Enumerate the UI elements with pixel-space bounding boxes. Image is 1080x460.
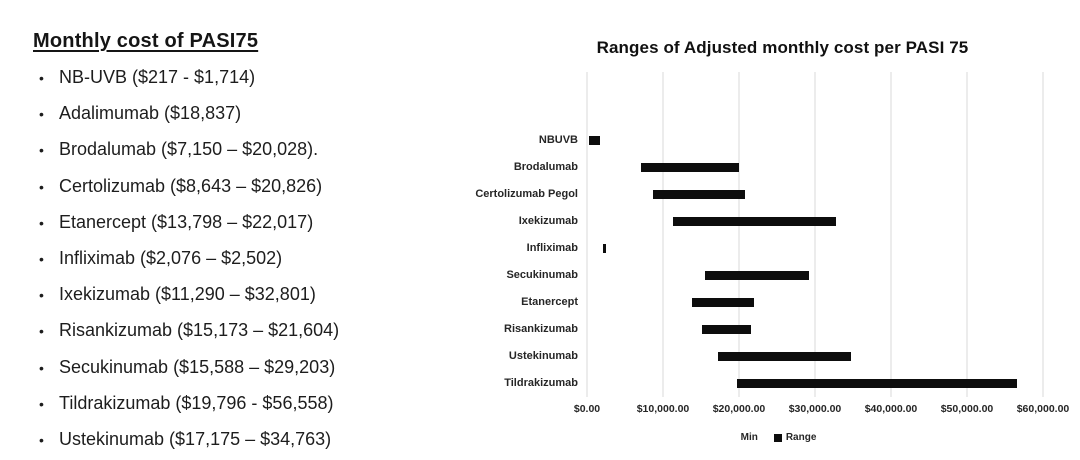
x-axis-tick-label: $0.00 [573, 403, 601, 415]
bullet-icon: • [39, 106, 44, 123]
list-item-text: Tildrakizumab ($19,796 - $56,558) [59, 392, 334, 413]
chart-row: NBUVB [539, 127, 1043, 154]
cost-list-panel: Monthly cost of PASI75 • NB-UVB ($217 - $… [33, 30, 473, 460]
bullet-icon: • [39, 323, 44, 340]
chart-row: Risankizumab [504, 316, 1043, 343]
category-label: Certolizumab Pegol [475, 188, 578, 200]
range-bar [588, 136, 601, 145]
bullet-icon: • [39, 359, 44, 376]
gridline [814, 72, 816, 397]
x-axis-tick-label: $40,000.00 [864, 403, 918, 415]
list-item-text: Etanercept ($13,798 – $22,017) [59, 211, 314, 232]
x-axis-tick-label: $10,000.00 [636, 403, 690, 415]
bullet-icon: • [39, 287, 44, 304]
chart-row: Tildrakizumab [504, 370, 1043, 397]
legend-label: Range [785, 432, 817, 443]
range-chart: Ranges of Adjusted monthly cost per PASI… [475, 28, 1069, 456]
list-item: • Ixekizumab ($11,290 – $32,801) [33, 283, 473, 306]
chart-row: Ustekinumab [509, 343, 1043, 370]
chart-row: Certolizumab Pegol [475, 181, 1043, 208]
gridline [890, 72, 892, 397]
category-label: NBUVB [538, 134, 578, 146]
list-item: • Ustekinumab ($17,175 – $34,763) [33, 428, 473, 451]
bullet-icon: • [39, 214, 44, 231]
category-label: Brodalumab [513, 161, 578, 173]
list-item-text: Brodalumab ($7,150 – $20,028). [59, 139, 319, 160]
list-item-text: Secukinumab ($15,588 – $29,203) [59, 356, 336, 377]
gridline [586, 72, 588, 397]
range-bar [737, 379, 1017, 388]
category-label: Infliximab [526, 242, 578, 254]
bullet-icon: • [39, 250, 44, 267]
x-axis-tick-label: $50,000.00 [940, 403, 994, 415]
range-bar [641, 163, 740, 172]
bullet-icon: • [39, 142, 44, 159]
plot-area: $0.00 $10,000.00 $20,000.00 $30,000.00 $40,0… [475, 72, 1069, 415]
x-axis-tick-label: $30,000.00 [788, 403, 842, 415]
range-bar [691, 298, 755, 307]
list-item-text: NB-UVB ($217 - $1,714) [59, 67, 256, 87]
list-item-text: Ustekinumab ($17,175 – $34,763) [59, 428, 332, 449]
list-item-text: Risankizumab ($15,173 – $21,604) [59, 320, 340, 341]
gridline [966, 72, 968, 397]
gridline [1042, 72, 1044, 397]
chart-rows: NBUVB Brodalumab Certolizumab Pegol Ixekizu… [475, 127, 1043, 397]
legend-item-range: Range [773, 432, 817, 443]
legend-label: Min [740, 432, 758, 443]
category-label: Ixekizumab [518, 215, 578, 227]
list-item: • Brodalumab ($7,150 – $20,028). [33, 138, 473, 161]
bullet-icon: • [39, 178, 44, 195]
range-bar [652, 190, 746, 199]
list-item: • Tildrakizumab ($19,796 - $56,558) [33, 392, 473, 415]
list-item-text: Infliximab ($2,076 – $2,502) [59, 247, 283, 268]
list-item: • NB-UVB ($217 - $1,714) [33, 66, 473, 89]
x-axis-tick-label: $60,000.00 [1016, 403, 1070, 415]
gridline [738, 72, 740, 397]
gridline [662, 72, 664, 397]
chart-row: Brodalumab [514, 154, 1043, 181]
range-bar [602, 244, 606, 253]
legend-swatch-min [729, 434, 737, 442]
legend-item-min: Min [729, 432, 758, 443]
bullet-icon: • [39, 431, 44, 448]
list-item-text: Adalimumab ($18,837) [59, 103, 242, 124]
category-label: Secukinumab [506, 269, 578, 281]
x-axis-tick-label: $20,000.00 [712, 403, 766, 415]
chart-row: Etanercept [521, 289, 1043, 316]
list-item: • Infliximab ($2,076 – $2,502) [33, 247, 473, 270]
list-item-text: Ixekizumab ($11,290 – $32,801) [59, 284, 316, 305]
chart-legend: Min Range [480, 432, 1065, 443]
list-item: • Etanercept ($13,798 – $22,017) [33, 211, 473, 234]
bullet-icon: • [39, 395, 44, 412]
chart-title: Ranges of Adjusted monthly cost per PASI… [596, 38, 969, 57]
bullet-icon: • [39, 70, 44, 86]
legend-swatch-range [773, 433, 782, 442]
range-bar [672, 217, 837, 226]
category-label: Ustekinumab [508, 350, 578, 362]
list-title: Monthly cost of PASI75 [33, 30, 259, 52]
chart-row: Secukinumab [506, 262, 1043, 289]
range-bar [705, 271, 809, 280]
chart-row: Ixekizumab [519, 208, 1043, 235]
list-item: • Certolizumab ($8,643 – $20,826) [33, 175, 473, 198]
list-item: • Risankizumab ($15,173 – $21,604) [33, 319, 473, 342]
range-bar [702, 325, 752, 334]
list-item: • Adalimumab ($18,837) [33, 102, 473, 125]
chart-row: Infliximab [527, 235, 1043, 262]
cost-list: • NB-UVB ($217 - $1,714) • Adalimumab ($18,… [33, 66, 473, 451]
list-item-text: Certolizumab ($8,643 – $20,826) [59, 175, 323, 196]
list-item: • Secukinumab ($15,588 – $29,203) [33, 356, 473, 379]
category-label: Etanercept [521, 296, 578, 308]
range-bar [717, 352, 852, 361]
category-label: Tildrakizumab [504, 377, 578, 389]
category-label: Risankizumab [504, 323, 578, 335]
